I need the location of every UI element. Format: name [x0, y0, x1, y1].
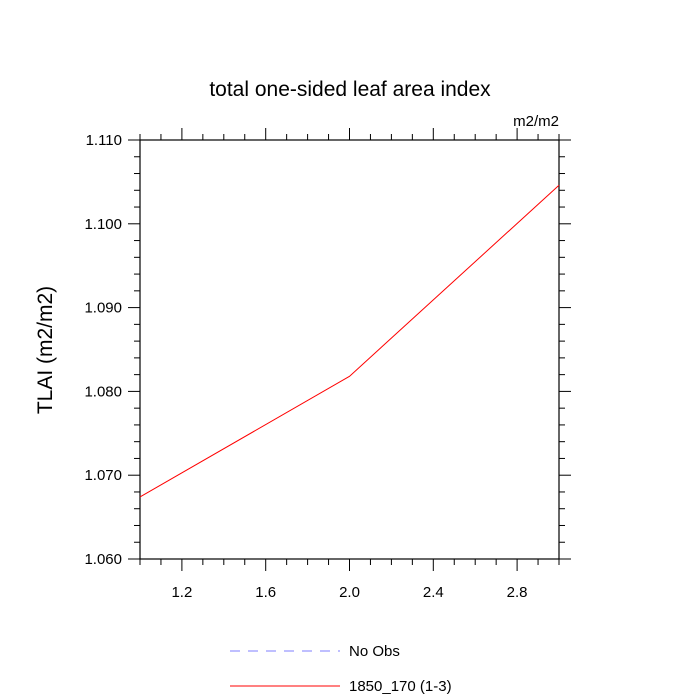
x-tick-label: 2.0 [339, 584, 360, 601]
legend-label-no-obs: No Obs [349, 643, 400, 660]
y-tick-label: 1.080 [84, 383, 122, 400]
y-tick-label: 1.090 [84, 300, 122, 317]
x-tick-label: 2.8 [507, 584, 528, 601]
y-axis-label: TLAI (m2/m2) [34, 286, 57, 414]
y-tick-label: 1.100 [84, 216, 122, 233]
y-tick-label: 1.110 [86, 132, 122, 149]
legend-label-1850-170: 1850_170 (1-3) [349, 678, 452, 695]
x-tick-label: 1.6 [255, 584, 276, 601]
units-label: m2/m2 [513, 113, 559, 130]
tick-labels: 1.2 1.6 2.0 2.4 2.8 1.060 1.070 1.080 1.090 1.100… [84, 132, 527, 601]
plot-frame [139, 139, 560, 560]
x-tick-label: 1.2 [171, 584, 192, 601]
chart-title: total one-sided leaf area index [209, 78, 491, 101]
y-tick-label: 1.070 [84, 467, 122, 484]
y-tick-label: 1.060 [84, 551, 122, 568]
x-tick-label: 2.4 [423, 584, 444, 601]
axis-ticks [128, 128, 571, 571]
legend: No Obs 1850_170 (1-3) [230, 643, 452, 695]
series-lines [139, 184, 560, 498]
series-line-1 [139, 184, 560, 498]
